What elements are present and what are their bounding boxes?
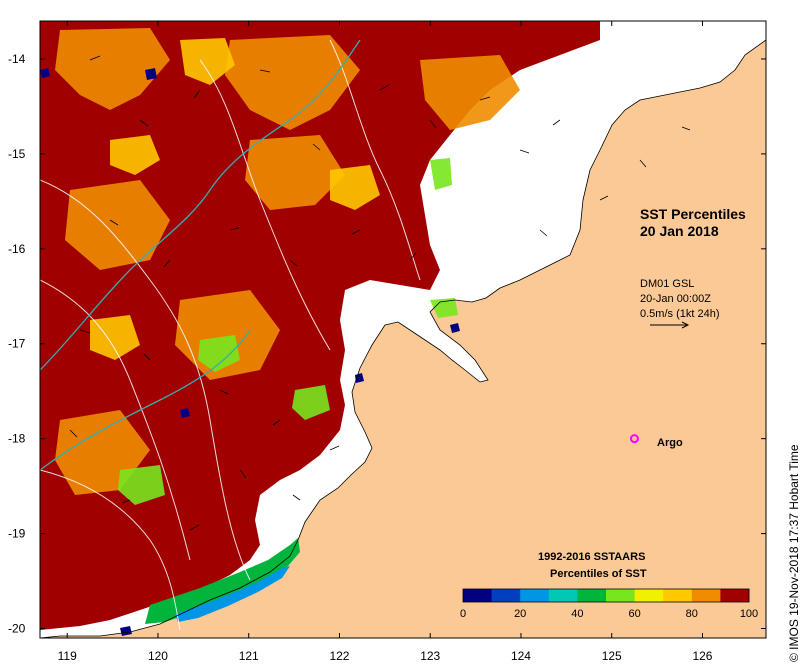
legend-bin-20-30	[520, 589, 550, 602]
current-scale-label: 0.5m/s (1kt 24h)	[640, 308, 719, 320]
lon-tick-label: 120	[148, 649, 168, 663]
lat-tick-label: -17	[8, 337, 26, 351]
lat-tick-label: -14	[8, 52, 26, 66]
lat-tick-label: -15	[8, 147, 26, 161]
legend-bin-40-50	[577, 589, 607, 602]
sst-high-percentile-field	[40, 21, 600, 630]
legend-bin-90-100	[720, 589, 750, 602]
lat-tick-label: -20	[8, 622, 26, 636]
sst-green-patches	[118, 158, 458, 505]
lon-tick-label: 126	[692, 649, 712, 663]
lat-tick-label: -19	[8, 527, 26, 541]
legend-tick-label: 40	[571, 608, 583, 620]
current-model-label: DM01 GSL	[640, 278, 694, 290]
legend-title-line1: 1992-2016 SSTAARS	[538, 551, 645, 563]
lon-tick-label: 119	[58, 649, 77, 663]
legend-bin-30-40	[548, 589, 578, 602]
coastline	[40, 39, 766, 638]
latitude-axis: -14 -15 -16 -17 -18 -19 -20	[8, 52, 766, 636]
argo-float-marker[interactable]	[629, 434, 639, 444]
legend-tick-labels: 0 20 40 60 80 100	[460, 608, 758, 620]
map-title-line1: SST Percentiles	[640, 206, 746, 222]
longitude-axis: 119 120 121 122 123 124 125 126	[58, 21, 713, 663]
current-scale-arrow	[650, 321, 690, 329]
legend-bin-80-90	[691, 589, 721, 602]
lon-tick-label: 121	[239, 649, 259, 663]
legend-tick-label: 0	[460, 608, 466, 620]
lat-tick-label: -16	[8, 242, 26, 256]
lon-tick-label: 122	[329, 649, 349, 663]
legend-bin-70-80	[663, 589, 693, 602]
legend-bin-50-60	[606, 589, 636, 602]
lon-tick-label: 123	[420, 649, 440, 663]
lon-tick-label: 124	[511, 649, 531, 663]
legend-colorbar	[463, 589, 750, 602]
lat-tick-label: -18	[8, 432, 26, 446]
legend-tick-label: 100	[740, 608, 758, 620]
current-vectors	[69, 55, 691, 531]
sst-coastal-lower-band	[175, 566, 290, 622]
depth-contours-cyan	[40, 39, 361, 471]
current-time-label: 20-Jan 00:00Z	[640, 293, 711, 305]
sst-coastal-low-band	[145, 538, 300, 624]
credit-text: © IMOS 19-Nov-2018 17:37 Hobart Time	[787, 444, 801, 662]
map-title-line2: 20 Jan 2018	[640, 223, 719, 239]
legend-bin-0-10	[463, 589, 493, 602]
plot-frame	[39, 20, 767, 639]
legend-bin-10-20	[491, 589, 521, 602]
legend-frame	[462, 588, 750, 603]
argo-label: Argo	[657, 437, 683, 449]
legend-tick-label: 20	[514, 608, 526, 620]
lon-tick-label: 125	[602, 649, 622, 663]
legend-title-line2: Percentiles of SST	[550, 568, 647, 580]
legend-bin-60-70	[634, 589, 664, 602]
sst-yellow-patches	[90, 38, 380, 360]
bathymetry-contours	[40, 39, 421, 631]
legend-tick-label: 60	[628, 608, 640, 620]
legend-tick-label: 80	[686, 608, 698, 620]
